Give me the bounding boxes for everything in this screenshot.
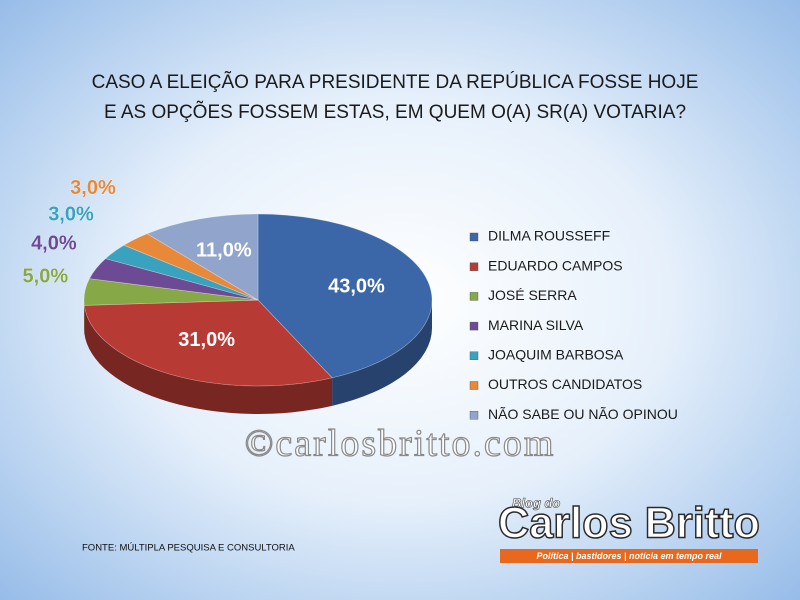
legend-swatch [469, 292, 479, 301]
watermark: ©carlosbritto.com [245, 423, 556, 465]
pie: 43,0% 31,0% 5,0% 4,0% 3,0% 3,0% 11,0% [22, 177, 433, 414]
data-label: 31,0% [178, 329, 235, 351]
legend-label: DILMA ROUSSEFF [488, 228, 610, 244]
legend-label: MARINA SILVA [488, 317, 584, 333]
logo-name: Carlos Britto [498, 499, 760, 548]
data-label: 3,0% [48, 203, 94, 225]
legend-label: NÃO SABE OU NÃO OPINOU [488, 406, 678, 422]
slice [146, 213, 259, 301]
chart-title: E AS OPÇÕES FOSSEM ESTAS, EM QUEM O(A) S… [104, 101, 686, 123]
slice [123, 233, 259, 301]
legend-swatch [469, 321, 479, 331]
chart-title: CASO A ELEIÇÃO PARA PRESIDENTE DA REPÚBL… [92, 71, 699, 93]
legend-swatch [469, 232, 479, 242]
logo-small: Blog do [512, 495, 560, 510]
data-label: 4,0% [31, 232, 77, 254]
legend-label: OUTROS CANDIDATOS [488, 376, 642, 392]
logo-tagline: Política | bastidores | notícia em tempo… [536, 551, 722, 561]
slice-side [332, 300, 432, 406]
slice-side [84, 305, 333, 414]
slice [83, 299, 333, 387]
slice [88, 258, 259, 301]
data-label: 3,0% [70, 177, 116, 199]
slice [104, 244, 259, 301]
source: FONTE: MÚLTIPLA PESQUISA E CONSULTORIA [82, 543, 295, 554]
data-label: 43,0% [328, 275, 385, 297]
data-label: 11,0% [196, 239, 252, 261]
slice [257, 213, 433, 379]
legend-label: EDUARDO CAMPOS [488, 257, 623, 273]
legend-swatch [469, 351, 479, 360]
slice [83, 278, 259, 306]
legend-swatch [469, 262, 479, 271]
legend-label: JOSÉ SERRA [488, 287, 577, 303]
legend-swatch [469, 411, 479, 420]
legend: DILMA ROUSSEFF EDUARDO CAMPOS JOSÉ SERRA MA… [469, 228, 678, 422]
logo-bar [500, 549, 758, 563]
legend-swatch [469, 381, 479, 390]
data-label: 5,0% [23, 265, 69, 287]
legend-label: JOAQUIM BARBOSA [488, 347, 624, 363]
